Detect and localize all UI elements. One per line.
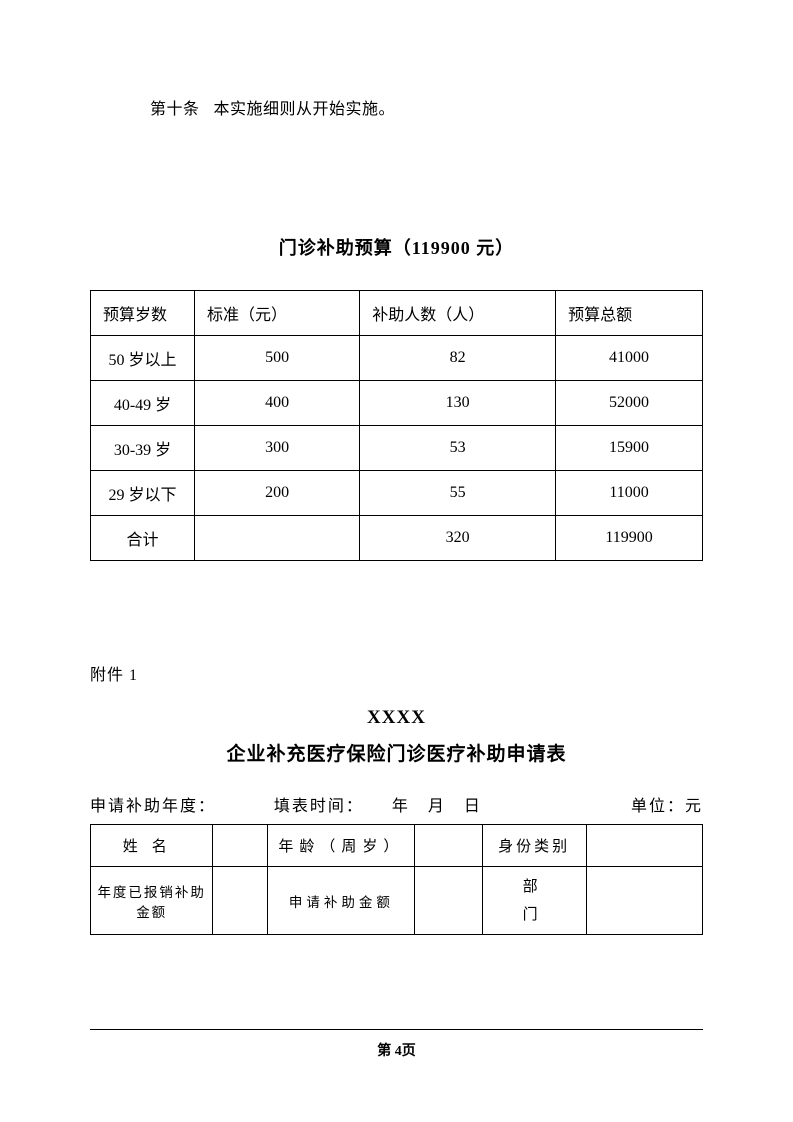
budget-header: 补助人数（人）	[360, 291, 556, 336]
age-value	[415, 825, 482, 867]
footer-divider	[90, 1029, 703, 1030]
attachment-label: 附件 1	[90, 661, 703, 685]
form-title-org: XXXX	[90, 707, 703, 729]
form-info-line: 申请补助年度： 填表时间： 年 月 日 单位：元	[90, 792, 703, 816]
budget-table: 预算岁数 标准（元） 补助人数（人） 预算总额 50 岁以上 500 82 41…	[90, 290, 703, 561]
budget-header: 预算岁数	[91, 291, 195, 336]
dept-label: 部门	[482, 867, 586, 935]
article-label: 第十条	[150, 101, 200, 118]
article-text: 第十条本实施细则从开始实施。	[150, 95, 703, 119]
budget-header: 标准（元）	[195, 291, 360, 336]
reimbursed-label: 年度已报销补助金额	[91, 867, 213, 935]
form-title-main: 企业补充医疗保险门诊医疗补助申请表	[90, 739, 703, 766]
apply-amount-value	[415, 867, 482, 935]
id-type-label: 身份类别	[482, 825, 586, 867]
name-label: 姓名	[91, 825, 213, 867]
table-row: 年度已报销补助金额 申请补助金额 部门	[91, 867, 703, 935]
table-row: 29 岁以下 200 55 11000	[91, 471, 703, 516]
table-header-row: 预算岁数 标准（元） 补助人数（人） 预算总额	[91, 291, 703, 336]
dept-value	[586, 867, 702, 935]
unit-label: 单位：元	[550, 792, 703, 816]
table-row: 30-39 岁 300 53 15900	[91, 426, 703, 471]
page-number: 第 4页	[0, 1040, 793, 1060]
application-table: 姓名 年龄（周岁） 身份类别 年度已报销补助金额 申请补助金额 部门	[90, 824, 703, 935]
fill-time-label: 填表时间： 年 月 日	[274, 792, 550, 816]
id-type-value	[586, 825, 702, 867]
apply-amount-label: 申请补助金额	[268, 867, 415, 935]
table-row: 50 岁以上 500 82 41000	[91, 336, 703, 381]
reimbursed-value	[213, 867, 268, 935]
budget-header: 预算总额	[556, 291, 703, 336]
name-value	[213, 825, 268, 867]
article-content: 本实施细则从开始实施。	[214, 101, 396, 118]
table-row: 合计 320 119900	[91, 516, 703, 561]
budget-title: 门诊补助预算（119900 元）	[90, 234, 703, 260]
table-row: 姓名 年龄（周岁） 身份类别	[91, 825, 703, 867]
table-row: 40-49 岁 400 130 52000	[91, 381, 703, 426]
year-label: 申请补助年度：	[90, 792, 274, 816]
age-label: 年龄（周岁）	[268, 825, 415, 867]
